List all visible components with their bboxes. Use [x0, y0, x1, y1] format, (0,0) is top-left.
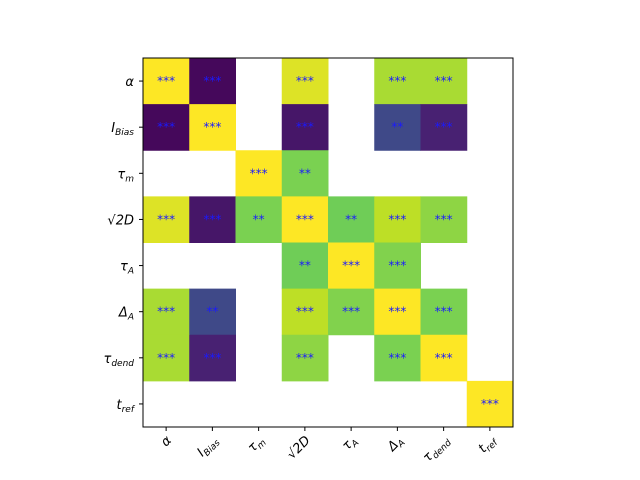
- heatmap-cell-3-5: [374, 196, 421, 243]
- cell-annotation-1-0: ***: [157, 120, 175, 134]
- y-tick-label-7: tref: [116, 398, 135, 415]
- heatmap-cell-3-6: [420, 196, 468, 243]
- cell-annotation-6-3: ***: [296, 351, 314, 365]
- heatmap-cell-5-0: [143, 288, 190, 336]
- heatmap-cell-6-1: [189, 334, 236, 382]
- cell-annotation-6-0: ***: [157, 351, 175, 365]
- heatmap-cell-5-4: [328, 288, 375, 336]
- cell-annotation-6-5: ***: [388, 351, 406, 365]
- x-tick-label-4: τA: [339, 433, 361, 455]
- cell-annotation-4-4: ***: [342, 259, 360, 273]
- heatmap-cell-3-4: [328, 196, 375, 243]
- cell-annotation-6-1: ***: [203, 351, 221, 365]
- cell-annotation-0-6: ***: [435, 74, 453, 88]
- cell-annotation-3-2: **: [253, 212, 265, 226]
- heatmap-cell-0-0: [143, 58, 190, 105]
- heatmap-cell-2-3: [281, 150, 329, 197]
- heatmap-cell-6-5: [374, 334, 421, 382]
- heatmap-cell-4-4: [328, 242, 375, 290]
- y-tick-label-1: IBias: [111, 121, 134, 138]
- heatmap-cell-5-3: [281, 288, 329, 336]
- heatmap-cell-1-6: [420, 104, 468, 151]
- cell-annotation-1-5: **: [391, 120, 403, 134]
- heatmap-cell-3-3: [281, 196, 329, 243]
- cell-annotation-3-0: ***: [157, 212, 175, 226]
- heatmap-cell-6-0: [143, 334, 190, 382]
- heatmap-cell-3-2: [235, 196, 283, 243]
- cell-annotation-5-3: ***: [296, 305, 314, 319]
- cell-annotation-5-6: ***: [435, 305, 453, 319]
- heatmap-cell-7-7: [466, 380, 514, 428]
- heatmap-cell-5-1: [189, 288, 236, 336]
- x-tick-label-5: ΔA: [384, 433, 407, 456]
- cell-annotation-1-1: ***: [203, 120, 221, 134]
- cell-annotation-6-6: ***: [435, 351, 453, 365]
- cell-annotation-3-4: **: [345, 212, 357, 226]
- x-tick-label-0: α: [158, 433, 175, 450]
- heatmap-cell-0-6: [420, 58, 468, 105]
- x-tick-label-7: tref: [476, 432, 502, 458]
- heatmap-cell-6-3: [281, 334, 329, 382]
- y-tick-label-4: τA: [120, 260, 134, 277]
- cell-annotation-5-4: ***: [342, 305, 360, 319]
- x-tick-label-6: τdend: [420, 433, 454, 467]
- cell-annotation-5-1: **: [206, 305, 218, 319]
- y-tick-label-2: τm: [117, 167, 134, 184]
- heatmap-cell-4-3: [281, 242, 329, 290]
- x-tick-label-1: IBias: [195, 433, 223, 461]
- y-tick-label-6: τdend: [104, 352, 135, 369]
- x-tick-label-3: √2D: [284, 433, 313, 462]
- plot-frame: [142, 57, 514, 428]
- y-tick-label-3: √2D: [107, 213, 134, 228]
- cell-annotation-0-3: ***: [296, 74, 314, 88]
- cell-annotation-0-5: ***: [388, 74, 406, 88]
- cell-annotation-2-2: ***: [250, 166, 268, 180]
- cell-annotation-3-6: ***: [435, 212, 453, 226]
- heatmap-cell-3-1: [189, 196, 236, 243]
- heatmap-cell-4-5: [374, 242, 421, 290]
- cell-annotation-1-6: ***: [435, 120, 453, 134]
- heatmap-cell-6-6: [420, 334, 468, 382]
- cell-annotation-1-3: ***: [296, 120, 314, 134]
- y-tick-label-0: α: [125, 75, 134, 90]
- heatmap-cell-3-0: [143, 196, 190, 243]
- heatmap-cell-5-5: [374, 288, 421, 336]
- heatmap-cell-1-0: [143, 104, 190, 151]
- cell-annotation-3-1: ***: [203, 212, 221, 226]
- cell-annotation-4-3: **: [299, 259, 311, 273]
- cell-annotation-0-1: ***: [203, 74, 221, 88]
- heatmap-cell-1-5: [374, 104, 421, 151]
- cell-annotation-7-7: ***: [481, 397, 499, 411]
- heatmap-cell-5-6: [420, 288, 468, 336]
- cell-annotation-4-5: ***: [388, 259, 406, 273]
- cell-annotation-0-0: ***: [157, 74, 175, 88]
- heatmap-cell-0-5: [374, 58, 421, 105]
- y-tick-label-5: ΔA: [118, 306, 134, 323]
- heatmap-cell-1-1: [189, 104, 236, 151]
- x-tick-label-2: τm: [245, 433, 269, 457]
- cell-annotation-3-5: ***: [388, 212, 406, 226]
- cell-annotation-2-3: **: [299, 166, 311, 180]
- heatmap-cell-0-3: [281, 58, 329, 105]
- cell-annotation-3-3: ***: [296, 212, 314, 226]
- heatmap-cell-0-1: [189, 58, 236, 105]
- heatmap-cell-1-3: [281, 104, 329, 151]
- cell-annotation-5-0: ***: [157, 305, 175, 319]
- cell-annotation-5-5: ***: [388, 305, 406, 319]
- heatmap-cell-2-2: [235, 150, 283, 197]
